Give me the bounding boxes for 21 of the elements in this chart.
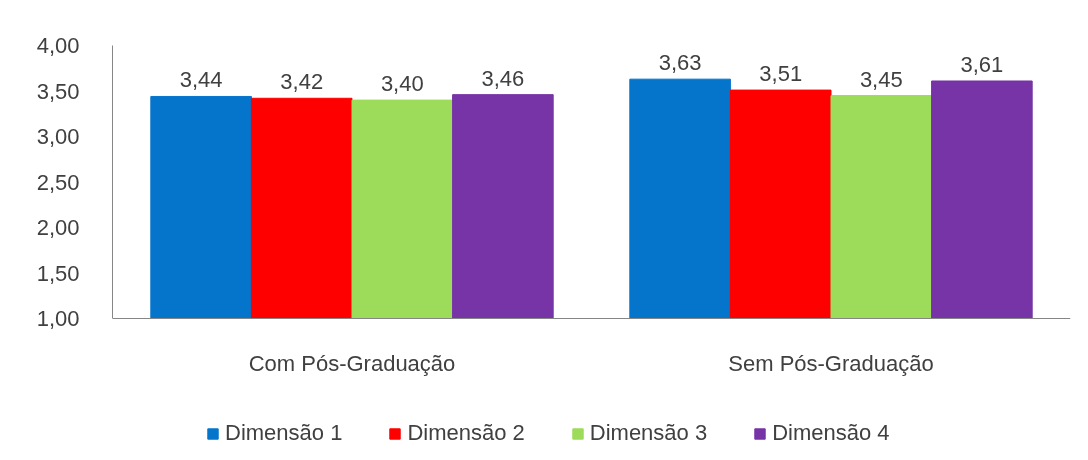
y-tick-label: 1,50	[36, 260, 80, 286]
data-label: 3,45	[859, 66, 903, 92]
data-label: 3,46	[481, 65, 525, 91]
data-label: 3,40	[380, 71, 424, 97]
y-tick-label: 1,00	[36, 306, 80, 331]
y-tick-label: 3,00	[36, 124, 80, 149]
y-tick-label: 3,50	[36, 78, 80, 104]
data-label: 3,61	[960, 51, 1004, 77]
legend-label: Dimensão 1	[225, 420, 343, 446]
y-tick-label: 2,50	[36, 169, 80, 195]
data-label: 3,51	[759, 61, 803, 87]
y-tick-label: 2,00	[36, 215, 80, 240]
y-tick-label: 4,00	[36, 33, 80, 58]
legend-label: Dimensão 3	[589, 420, 708, 446]
legend-label: Dimensão 2	[407, 420, 525, 446]
x-tick-label: Com Pós-Graduação	[248, 350, 456, 376]
legend-label: Dimensão 4	[772, 420, 890, 446]
x-tick-label: Sem Pós-Graduação	[728, 350, 934, 376]
data-label: 3,63	[658, 50, 702, 76]
data-label: 3,44	[179, 67, 223, 93]
data-label: 3,42	[280, 69, 324, 95]
